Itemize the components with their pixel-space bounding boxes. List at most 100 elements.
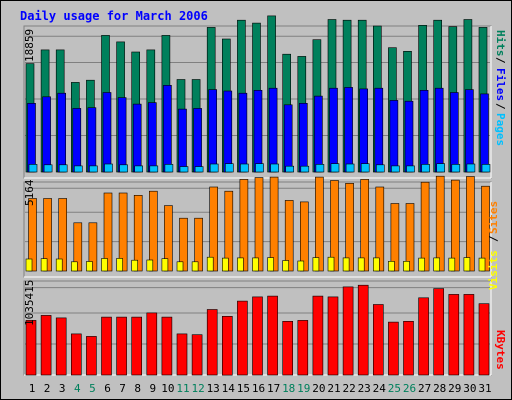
bar-visits-day-17 xyxy=(269,176,279,272)
bar-sites-day-9 xyxy=(146,259,154,272)
bar-files-day-31 xyxy=(480,93,489,173)
bar-pages-day-28 xyxy=(436,163,446,173)
bar-sites-day-11 xyxy=(176,261,184,272)
bar-visits-day-6 xyxy=(103,192,113,272)
bar-kbytes-day-2 xyxy=(40,315,52,376)
bar-kbytes-day-21 xyxy=(327,296,339,376)
x-tick-label-day-6: 6 xyxy=(104,382,111,395)
bar-kbytes-day-17 xyxy=(267,295,278,376)
bar-pages-day-27 xyxy=(421,164,430,173)
bar-sites-day-3 xyxy=(55,258,63,272)
bar-visits-day-21 xyxy=(330,180,339,272)
x-tick-label-day-28: 28 xyxy=(433,382,446,395)
legend-hits: Hits xyxy=(494,30,507,57)
bar-kbytes-day-13 xyxy=(206,309,218,376)
bar-visits-day-20 xyxy=(315,176,324,272)
bar-files-day-25 xyxy=(389,100,399,173)
legend-sites-visits: Sites / Visits xyxy=(487,201,500,290)
bar-visits-day-25 xyxy=(390,203,400,272)
bar-files-day-13 xyxy=(208,89,217,173)
bar-files-day-8 xyxy=(132,103,142,173)
x-tick-label-day-16: 16 xyxy=(252,382,265,395)
bar-kbytes-day-19 xyxy=(297,320,309,376)
bar-visits-day-10 xyxy=(164,205,173,272)
bar-visits-day-24 xyxy=(375,186,385,272)
bar-sites-day-10 xyxy=(161,258,169,272)
bar-kbytes-day-15 xyxy=(237,300,248,376)
legend-sep-2: / xyxy=(494,103,507,110)
bar-kbytes-day-22 xyxy=(342,286,354,376)
bar-pages-day-5 xyxy=(89,165,98,173)
bar-visits-day-1 xyxy=(28,198,37,272)
bar-sites-day-12 xyxy=(191,261,199,272)
bar-visits-day-3 xyxy=(58,198,68,272)
bar-files-day-15 xyxy=(238,92,248,173)
bar-kbytes-day-3 xyxy=(55,317,67,376)
bar-kbytes-day-6 xyxy=(101,316,112,376)
x-tick-label-day-4: 4 xyxy=(74,382,81,395)
x-tick-label-day-24: 24 xyxy=(373,382,387,395)
bar-pages-day-11 xyxy=(179,166,189,173)
bar-sites-day-28 xyxy=(433,257,441,272)
bar-files-day-1 xyxy=(27,103,36,173)
x-tick-label-day-2: 2 xyxy=(44,382,51,395)
bar-kbytes-day-24 xyxy=(372,304,384,376)
x-tick-label-day-18: 18 xyxy=(282,382,295,395)
bar-kbytes-day-4 xyxy=(71,333,82,376)
bar-kbytes-day-30 xyxy=(463,294,475,376)
bar-pages-day-26 xyxy=(406,165,415,173)
bar-files-day-16 xyxy=(253,90,263,173)
bar-pages-day-3 xyxy=(58,164,68,173)
bar-pages-day-22 xyxy=(345,163,355,173)
x-tick-label-day-8: 8 xyxy=(134,382,141,395)
bar-files-day-3 xyxy=(57,92,67,173)
bar-sites-day-1 xyxy=(25,258,33,272)
bar-pages-day-19 xyxy=(300,165,310,173)
bar-pages-day-7 xyxy=(119,164,128,173)
x-tick-label-day-5: 5 xyxy=(89,382,96,395)
bar-visits-day-16 xyxy=(254,177,264,272)
bar-visits-day-22 xyxy=(345,183,354,272)
bar-visits-day-4 xyxy=(73,222,83,272)
bar-visits-day-2 xyxy=(43,198,52,272)
bar-visits-day-7 xyxy=(118,192,128,272)
bar-sites-day-19 xyxy=(297,260,305,272)
bar-sites-day-21 xyxy=(327,256,335,272)
bar-kbytes-day-29 xyxy=(448,294,460,376)
bar-sites-day-30 xyxy=(463,257,471,272)
bar-files-day-22 xyxy=(344,87,353,173)
x-tick-label-day-20: 20 xyxy=(312,382,325,395)
x-tick-label-day-25: 25 xyxy=(388,382,401,395)
bar-visits-day-19 xyxy=(299,201,309,272)
bar-pages-day-18 xyxy=(285,165,295,173)
legend-hits-files-pages: Hits / Files / Pages xyxy=(494,30,507,146)
bar-visits-day-5 xyxy=(88,222,98,272)
bar-sites-day-7 xyxy=(116,258,123,272)
bar-sites-day-18 xyxy=(282,260,290,272)
bar-sites-day-4 xyxy=(71,261,78,272)
bar-kbytes-day-26 xyxy=(403,320,414,376)
bar-pages-day-25 xyxy=(391,165,400,173)
bar-kbytes-day-31 xyxy=(478,303,490,376)
bar-kbytes-day-16 xyxy=(252,296,263,376)
x-tick-label-day-31: 31 xyxy=(478,382,491,395)
bar-files-day-30 xyxy=(465,89,474,173)
legend-kbytes-label: KBytes xyxy=(494,330,507,370)
bar-files-day-11 xyxy=(178,108,187,173)
x-tick-label-day-9: 9 xyxy=(149,382,156,395)
bar-kbytes-day-10 xyxy=(161,316,173,376)
bar-kbytes-day-25 xyxy=(388,321,399,376)
bar-sites-day-17 xyxy=(267,257,274,272)
bar-sites-day-14 xyxy=(222,257,229,272)
bar-files-day-29 xyxy=(449,92,459,173)
bar-kbytes-day-18 xyxy=(282,320,294,376)
bar-pages-day-24 xyxy=(375,164,385,173)
bar-visits-day-8 xyxy=(133,195,143,272)
bar-kbytes-day-12 xyxy=(191,334,203,376)
bar-files-day-4 xyxy=(72,108,82,173)
bar-visits-day-23 xyxy=(360,179,370,272)
x-tick-label-day-12: 12 xyxy=(191,382,204,395)
bar-pages-day-29 xyxy=(451,164,461,173)
bar-visits-day-26 xyxy=(405,203,415,272)
